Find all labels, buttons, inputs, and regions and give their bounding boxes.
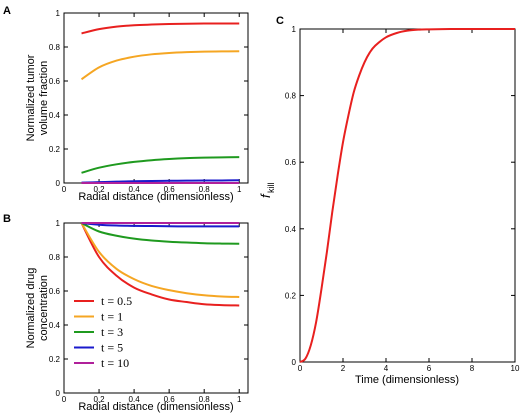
panel-a-ticks: 0 0.2 0.4 0.6 0.8 1 0 0.2 0.4 0.6 0.8 1	[49, 9, 248, 194]
panel-b: B 0 0.2 0.4 0.6 0.8 100.20.40.60.81 t = 0.5t …	[3, 213, 249, 413]
x-tick-label: 0.8	[199, 395, 211, 404]
y-tick-label: 0.8	[285, 92, 297, 101]
y-tick-label: 0	[292, 358, 297, 367]
y-tick-label: 1	[56, 219, 61, 228]
x-tick-label: 6	[427, 364, 432, 373]
x-tick-label: 0.4	[129, 395, 141, 404]
panel-c-ylabel-main: f	[258, 193, 273, 198]
series-line-t0-5	[80, 222, 240, 307]
panel-b-ylabel-line1: Normalized drug	[25, 268, 37, 349]
x-tick-label: 0.6	[164, 185, 176, 194]
legend-label: t = 5	[101, 341, 123, 355]
series-line-t5	[81, 179, 240, 184]
legend-label: t = 0.5	[101, 294, 132, 308]
legend-label: t = 1	[101, 310, 123, 324]
series-line-main	[299, 27, 515, 363]
panel-c-ticks: 0 2 4 6 8 10 0 0.2 0.4 0.6 0.8 1	[285, 25, 520, 373]
series-line-t1	[80, 50, 240, 81]
series-line-t0-5	[81, 22, 240, 35]
panel-a-ylabel-line2: volume fraction	[38, 61, 50, 136]
x-tick-label: 4	[384, 364, 389, 373]
panel-c-xlabel: Time (dimensionless)	[355, 374, 459, 386]
y-tick-label: 0.4	[285, 225, 297, 234]
panel-c-series	[299, 27, 515, 363]
y-tick-label: 1	[292, 25, 297, 34]
panel-a-xlabel: Radial distance (dimensionless)	[78, 191, 233, 203]
y-tick-label: 0.4	[49, 111, 61, 120]
y-tick-label: 0	[56, 389, 61, 398]
panel-b-plot-frame	[63, 222, 249, 394]
panel-c: C 0 2 4 6 8 10 0 0.2 0.4 0.6 0.8 1 Time (dimensionl…	[258, 15, 520, 386]
x-tick-label: 0.8	[199, 185, 211, 194]
y-tick-label: 0.2	[285, 291, 297, 300]
x-tick-label: 0.6	[164, 395, 176, 404]
y-tick-label: 0	[56, 179, 61, 188]
panel-c-ylabel-sub: kill	[266, 183, 276, 194]
x-tick-label: 1	[237, 395, 242, 404]
y-tick-label: 0.6	[49, 77, 61, 86]
y-tick-label: 0.2	[49, 355, 61, 364]
y-tick-label: 0.2	[49, 145, 61, 154]
panel-b-xlabel: Radial distance (dimensionless)	[78, 401, 233, 413]
panel-c-ylabel: f kill	[258, 183, 276, 199]
y-tick-label: 0.6	[49, 287, 61, 296]
x-tick-label: 2	[341, 364, 346, 373]
y-tick-label: 0.6	[285, 158, 297, 167]
panel-c-plot-frame	[299, 28, 516, 363]
panel-a-ylabel-line1: Normalized tumor	[25, 54, 37, 141]
series-line-t3	[81, 222, 240, 245]
x-tick-label: 0	[62, 395, 67, 404]
panel-a: A 0 0.2 0.4 0.6 0.8 1 0 0.2 0.4 0.6 0.8 1 Radial di…	[3, 5, 249, 203]
panel-c-letter: C	[276, 15, 284, 27]
x-tick-label: 8	[470, 364, 475, 373]
legend-label: t = 3	[101, 325, 123, 339]
panel-a-letter: A	[3, 5, 11, 17]
series-line-t3	[81, 156, 240, 174]
x-tick-label: 0	[298, 364, 303, 373]
x-tick-label: 0	[62, 185, 67, 194]
panel-b-letter: B	[3, 213, 11, 225]
x-tick-label: 10	[511, 364, 520, 373]
legend-label: t = 10	[101, 356, 129, 370]
panel-b-legend: t = 0.5 t = 1t = 3 t = 5t = 10	[74, 294, 132, 370]
x-tick-label: 1	[237, 185, 242, 194]
panel-b-series	[80, 222, 240, 307]
series-line-t1	[80, 222, 240, 298]
x-tick-label: 0.2	[93, 395, 105, 404]
panel-b-ticks: 0 0.2 0.4 0.6 0.8 1 0 0.2 0.4 0.6 0.8 1	[49, 219, 248, 404]
panel-a-series	[80, 22, 240, 184]
y-tick-label: 1	[56, 9, 61, 18]
x-tick-label: 0.2	[93, 185, 105, 194]
x-tick-label: 0.4	[129, 185, 141, 194]
series-line-t5	[81, 222, 240, 228]
y-tick-label: 0.8	[49, 253, 61, 262]
panel-b-ylabel-line2: concentration	[38, 275, 50, 341]
y-tick-label: 0.8	[49, 43, 61, 52]
y-tick-label: 0.4	[49, 321, 61, 330]
